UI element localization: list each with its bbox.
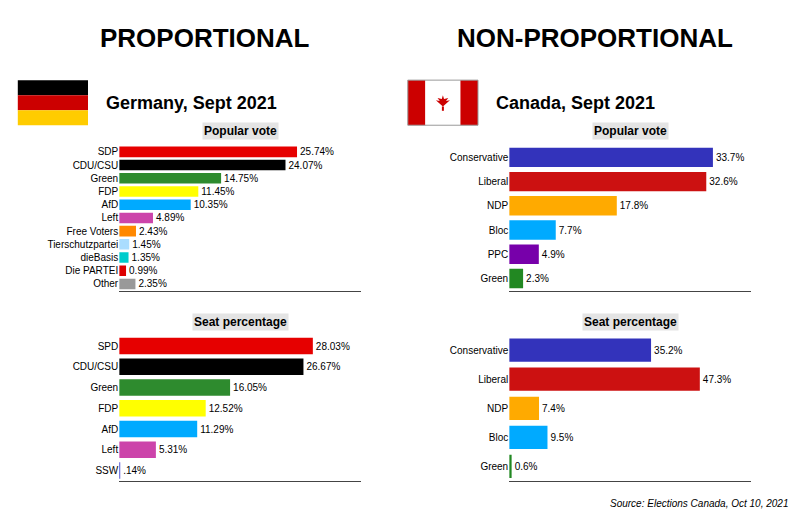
svg-text:5.31%: 5.31%: [159, 444, 187, 455]
svg-text:0.99%: 0.99%: [129, 265, 157, 276]
svg-text:Bloc: Bloc: [489, 225, 508, 236]
svg-text:9.5%: 9.5%: [550, 432, 573, 443]
svg-text:2.3%: 2.3%: [526, 273, 549, 284]
svg-text:FDP: FDP: [98, 403, 118, 414]
svg-text:1.35%: 1.35%: [132, 252, 160, 263]
svg-text:AfD: AfD: [102, 199, 119, 210]
svg-text:11.45%: 11.45%: [201, 186, 234, 197]
svg-text:PPC: PPC: [488, 249, 509, 260]
svg-text:CDU/CSU: CDU/CSU: [73, 160, 119, 171]
svg-text:Green: Green: [480, 273, 508, 284]
svg-text:Source: Elections Canada, Oct: Source: Elections Canada, Oct 10, 2021: [610, 498, 788, 509]
svg-text:Green: Green: [480, 461, 508, 472]
svg-text:32.6%: 32.6%: [709, 176, 737, 187]
svg-text:7.7%: 7.7%: [559, 225, 582, 236]
svg-text:7.4%: 7.4%: [542, 403, 565, 414]
svg-text:Left: Left: [102, 212, 119, 223]
svg-text:dieBasis: dieBasis: [80, 252, 118, 263]
svg-text:Liberal: Liberal: [478, 176, 508, 187]
svg-text:NDP: NDP: [487, 403, 508, 414]
svg-text:12.52%: 12.52%: [209, 403, 243, 414]
svg-text:4.9%: 4.9%: [542, 249, 565, 260]
svg-text:33.7%: 33.7%: [716, 152, 744, 163]
svg-text:10.35%: 10.35%: [194, 199, 228, 210]
svg-text:Popular vote: Popular vote: [204, 124, 277, 138]
svg-text:2.35%: 2.35%: [138, 278, 166, 289]
svg-text:Left: Left: [102, 444, 119, 455]
svg-text:Germany, Sept 2021: Germany, Sept 2021: [106, 93, 277, 113]
svg-text:CDU/CSU: CDU/CSU: [73, 361, 119, 372]
svg-text:Liberal: Liberal: [478, 374, 508, 385]
svg-text:Green: Green: [90, 382, 118, 393]
svg-text:NON-PROPORTIONAL: NON-PROPORTIONAL: [457, 23, 733, 53]
svg-text:26.67%: 26.67%: [306, 361, 340, 372]
svg-text:SSW: SSW: [95, 465, 118, 476]
svg-text:PROPORTIONAL: PROPORTIONAL: [100, 23, 310, 53]
svg-text:NDP: NDP: [487, 200, 508, 211]
svg-text:17.8%: 17.8%: [620, 200, 648, 211]
svg-text:Popular vote: Popular vote: [594, 124, 667, 138]
svg-text:2.43%: 2.43%: [139, 226, 167, 237]
svg-text:28.03%: 28.03%: [316, 341, 350, 352]
svg-text:Green: Green: [90, 173, 118, 184]
svg-text:16.05%: 16.05%: [233, 382, 267, 393]
svg-text:Die PARTEI: Die PARTEI: [65, 265, 118, 276]
svg-text:11.29%: 11.29%: [200, 424, 233, 435]
svg-text:14.75%: 14.75%: [224, 173, 258, 184]
svg-text:Free Voters: Free Voters: [66, 226, 118, 237]
svg-text:SDP: SDP: [98, 146, 119, 157]
svg-text:.14%: .14%: [123, 465, 146, 476]
svg-text:25.74%: 25.74%: [300, 146, 334, 157]
svg-text:Tierschutzpartei: Tierschutzpartei: [47, 239, 118, 250]
svg-text:Canada, Sept 2021: Canada, Sept 2021: [496, 93, 655, 113]
svg-text:FDP: FDP: [98, 186, 118, 197]
svg-text:Conservative: Conservative: [450, 152, 509, 163]
svg-text:35.2%: 35.2%: [654, 345, 682, 356]
svg-text:1.45%: 1.45%: [132, 239, 160, 250]
svg-text:0.6%: 0.6%: [515, 461, 538, 472]
svg-text:AfD: AfD: [102, 424, 119, 435]
svg-text:47.3%: 47.3%: [703, 374, 731, 385]
svg-text:Other: Other: [93, 278, 119, 289]
svg-text:24.07%: 24.07%: [288, 160, 322, 171]
svg-text:Seat percentage: Seat percentage: [584, 315, 677, 329]
svg-text:4.89%: 4.89%: [156, 212, 184, 223]
svg-text:Conservative: Conservative: [450, 345, 509, 356]
svg-text:SPD: SPD: [98, 341, 119, 352]
svg-text:Bloc: Bloc: [489, 432, 508, 443]
svg-text:Seat percentage: Seat percentage: [194, 315, 287, 329]
